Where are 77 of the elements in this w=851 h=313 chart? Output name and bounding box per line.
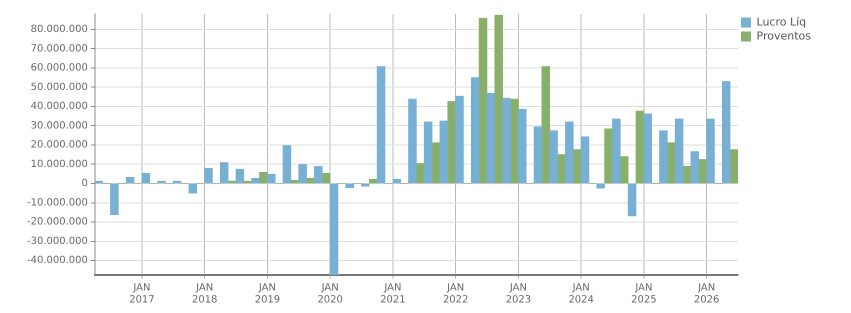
y-tick-label: -10.000.000 xyxy=(26,197,88,208)
bar xyxy=(628,184,636,216)
x-tick-label: JAN 2026 xyxy=(694,282,720,306)
bar xyxy=(643,114,652,184)
bar xyxy=(298,164,307,184)
x-tick-label: JAN 2019 xyxy=(254,282,280,306)
bar xyxy=(502,98,511,184)
bar xyxy=(94,180,103,184)
y-tick-label: 40.000.000 xyxy=(30,101,88,112)
bar xyxy=(126,177,134,184)
bar xyxy=(204,168,213,184)
y-tick-label: 20.000.000 xyxy=(30,140,88,151)
bar xyxy=(220,162,228,184)
bar xyxy=(636,110,644,184)
bar xyxy=(722,81,730,184)
bar xyxy=(236,168,244,184)
bar xyxy=(565,122,574,184)
x-tick-label: JAN 2020 xyxy=(317,282,343,306)
y-tick-label: -40.000.000 xyxy=(26,255,88,266)
bar xyxy=(345,184,354,188)
bar xyxy=(330,184,338,275)
x-tick-label: JAN 2021 xyxy=(380,282,406,306)
bar xyxy=(494,14,503,184)
bar xyxy=(542,66,550,184)
legend-label: Proventos xyxy=(756,29,812,42)
x-tick-label: JAN 2017 xyxy=(129,282,155,306)
bar xyxy=(478,18,488,184)
bar xyxy=(408,98,417,184)
bar xyxy=(361,184,370,187)
bar xyxy=(518,108,526,184)
x-tick-label: JAN 2025 xyxy=(631,282,657,306)
bar xyxy=(322,172,330,184)
bar xyxy=(290,180,300,184)
x-tick-label: JAN 2022 xyxy=(442,282,468,306)
bar xyxy=(259,172,268,184)
bar xyxy=(157,180,166,184)
x-tick-label: JAN 2018 xyxy=(192,282,218,306)
bar xyxy=(142,172,150,184)
bar xyxy=(730,149,738,184)
bar xyxy=(368,178,378,184)
y-tick-label: -30.000.000 xyxy=(26,236,88,247)
y-tick-label: 0 xyxy=(81,178,88,190)
y-tick-label: 50.000.000 xyxy=(30,82,88,93)
bar xyxy=(674,118,684,184)
legend-label: Lucro Líq xyxy=(756,15,806,28)
bar xyxy=(455,96,464,184)
bar xyxy=(251,178,260,184)
bar xyxy=(620,156,628,184)
bar xyxy=(172,180,182,184)
bar xyxy=(110,184,119,216)
bar xyxy=(267,174,276,184)
y-tick-label: 30.000.000 xyxy=(30,120,88,132)
bar xyxy=(416,163,425,184)
y-tick-label: -20.000.000 xyxy=(26,216,88,228)
bar xyxy=(612,118,621,184)
x-tick-label: JAN 2023 xyxy=(506,282,532,306)
y-tick-label: 70.000.000 xyxy=(30,43,88,54)
bar xyxy=(440,120,448,184)
bar xyxy=(392,178,402,184)
bar xyxy=(486,93,496,184)
y-tick-label: 80.000.000 xyxy=(30,24,88,36)
y-tick-label: 60.000.000 xyxy=(30,62,88,74)
bar xyxy=(314,166,323,184)
bar xyxy=(659,130,668,184)
bar xyxy=(690,151,700,184)
bar xyxy=(376,66,386,184)
bar xyxy=(470,77,480,184)
bar xyxy=(282,145,292,184)
bar xyxy=(188,184,198,194)
y-tick-label: 10.000.000 xyxy=(30,158,88,170)
bar xyxy=(596,184,605,188)
bar xyxy=(706,118,715,184)
bar xyxy=(534,126,542,184)
bar xyxy=(580,136,590,184)
bar xyxy=(549,130,558,184)
bar xyxy=(424,122,432,184)
x-tick-label: JAN 2024 xyxy=(568,282,594,306)
